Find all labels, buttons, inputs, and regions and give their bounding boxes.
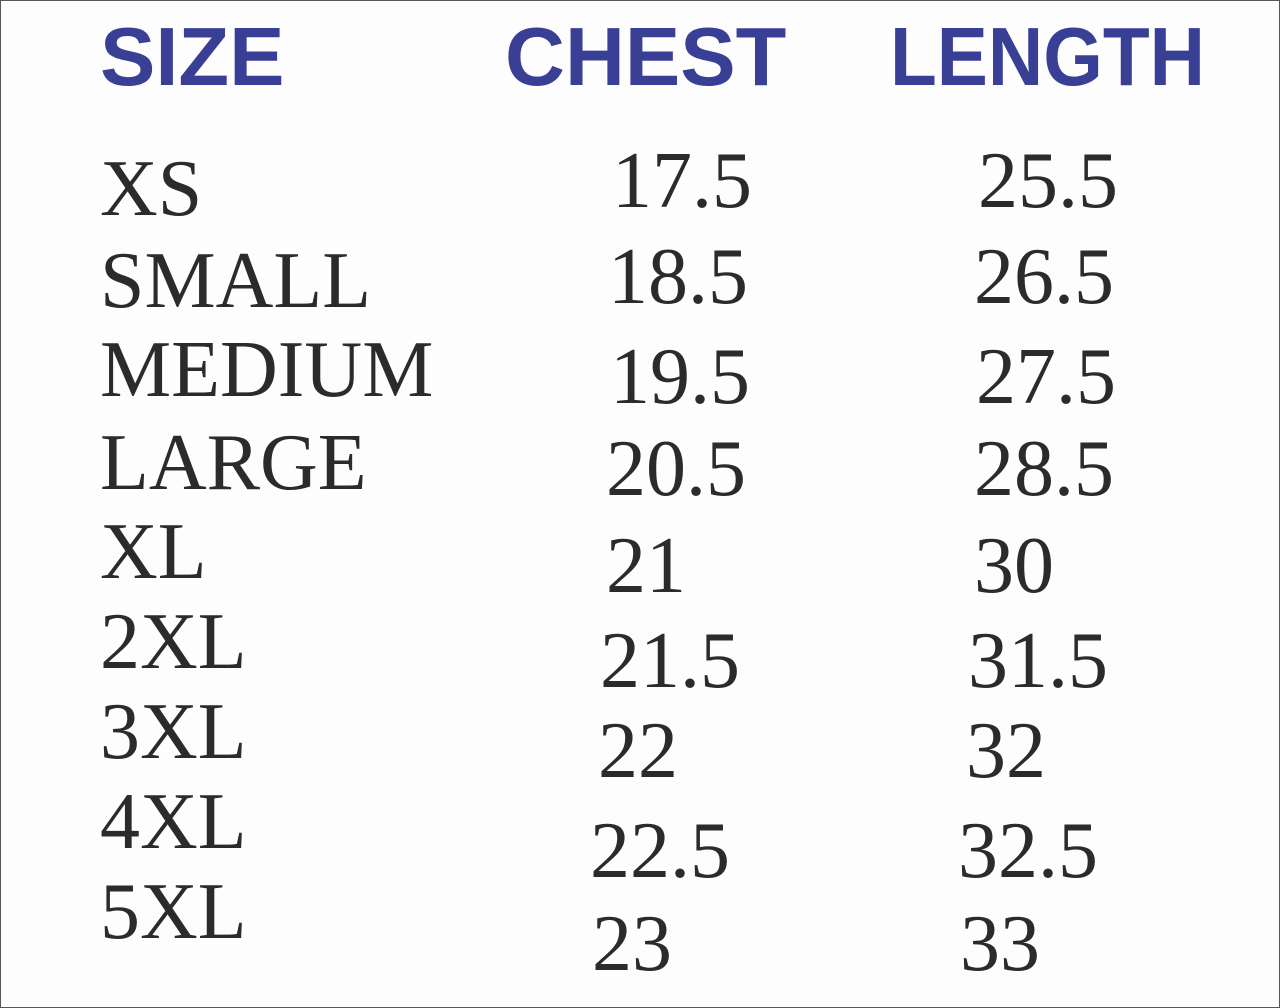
length-cell: 30 <box>974 522 1054 610</box>
chest-cell: 17.5 <box>612 137 752 225</box>
chest-cell: 21.5 <box>600 617 740 705</box>
chest-cell: 20.5 <box>606 425 746 513</box>
chest-cell: 18.5 <box>608 233 748 321</box>
length-cell: 28.5 <box>974 425 1114 513</box>
length-cell: 26.5 <box>974 233 1114 321</box>
size-cell: XS <box>100 145 202 233</box>
chest-cell: 22 <box>598 707 678 795</box>
size-cell: 5XL <box>100 868 247 956</box>
length-cell: 31.5 <box>968 617 1108 705</box>
length-cell: 32.5 <box>958 807 1098 895</box>
chest-cell: 22.5 <box>590 807 730 895</box>
size-cell: LARGE <box>100 419 367 507</box>
size-cell: SMALL <box>100 237 371 325</box>
chest-cell: 23 <box>592 900 672 988</box>
size-cell: 3XL <box>100 688 247 776</box>
length-cell: 25.5 <box>978 137 1118 225</box>
column-header: CHEST <box>505 10 786 103</box>
size-cell: 2XL <box>100 598 247 686</box>
size-cell: MEDIUM <box>100 326 433 414</box>
size-cell: 4XL <box>100 778 247 866</box>
chest-cell: 21 <box>606 522 686 610</box>
column-header: LENGTH <box>890 10 1205 103</box>
size-cell: XL <box>100 508 207 596</box>
length-cell: 27.5 <box>976 333 1116 421</box>
length-cell: 33 <box>960 900 1040 988</box>
chest-cell: 19.5 <box>610 333 750 421</box>
column-header: SIZE <box>100 10 284 103</box>
length-cell: 32 <box>966 707 1046 795</box>
